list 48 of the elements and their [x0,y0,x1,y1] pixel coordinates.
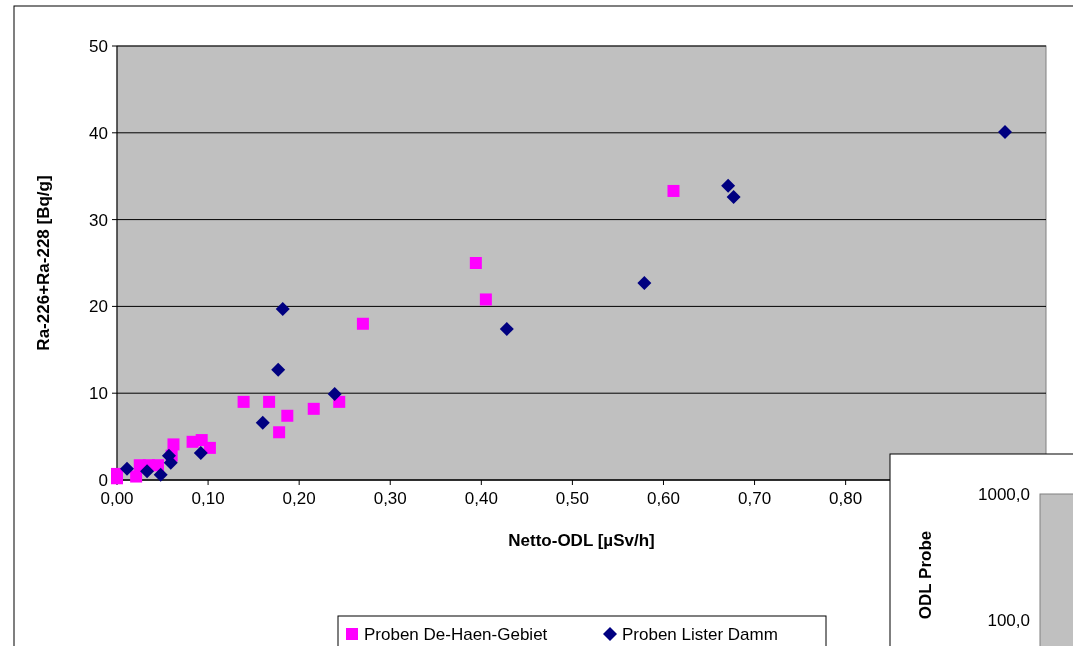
point [120,461,135,476]
point [479,293,492,306]
x-tick-label: 0,60 [646,489,681,508]
x-axis-title: Netto-ODL [µSv/h] [508,531,655,550]
point [193,446,208,461]
y-tick-label: 50 [89,36,108,56]
point [281,409,294,422]
point [271,362,286,377]
y-tick-label: 20 [89,297,108,317]
y-axis-title: Ra-226+Ra-228 [Bq/g] [34,175,53,351]
point [721,178,736,193]
x-tick-label: 0,50 [555,489,589,508]
text: 100,0 [987,610,1030,630]
y-tick-label: 30 [89,210,108,230]
point [998,124,1013,139]
x-tick-label: 0,10 [191,489,225,508]
legend-label: Proben De-Haen-Gebiet [364,624,548,644]
point [469,257,482,269]
point [153,467,168,482]
point [140,464,155,479]
point [499,321,514,336]
x-tick-label: 0,30 [373,489,407,508]
point [255,415,270,430]
y-tick-label: 10 [89,384,108,404]
x-tick-label: 0,00 [100,489,134,508]
point [130,470,143,483]
point [203,441,216,454]
y-tick-label: 40 [89,123,108,143]
point [307,402,320,415]
point [356,317,369,330]
point [327,387,342,402]
text: 1000,0 [978,484,1030,504]
point [151,459,164,472]
y-tick-label: 0 [98,470,108,490]
x-tick-label: 0,70 [738,489,772,508]
legend-label: Proben Lister Damm [622,624,778,644]
point [637,275,652,290]
point [273,426,286,439]
point [667,184,680,197]
x-tick-label: 0,40 [464,489,498,508]
x-tick-label: 0,20 [282,489,316,508]
point [263,395,276,408]
point [726,190,741,205]
text: ODL Probe [916,530,935,620]
x-tick-label: 0,80 [829,489,863,508]
point [275,302,290,316]
point [237,395,250,408]
point [167,438,180,451]
